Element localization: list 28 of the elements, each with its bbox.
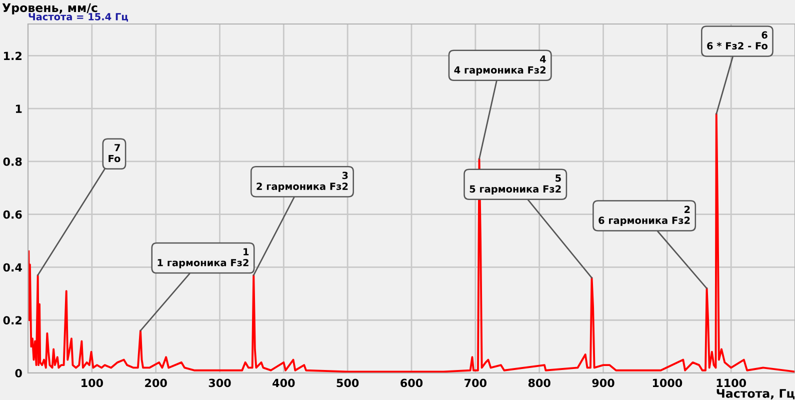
x-tick-label: 100 xyxy=(82,378,103,388)
x-tick-label: 1100 xyxy=(716,378,746,388)
y-tick-label: 0 xyxy=(15,368,22,378)
annotation: 2 6 гармоника Fз2 xyxy=(598,206,690,226)
x-tick-label: 700 xyxy=(464,378,486,388)
x-tick-label: 900 xyxy=(592,378,614,388)
y-axis-title: Уровень, мм/с xyxy=(2,3,98,14)
x-tick-label: 200 xyxy=(145,378,167,388)
text: Частота = 15.4 Гц xyxy=(28,13,128,22)
annotation: 1 1 гармоника Fз2 xyxy=(158,248,249,268)
annotation: 5 5 гармоника Fз2 xyxy=(470,174,561,194)
x-tick-label: 1000 xyxy=(652,378,682,388)
y-tick-label: 1 xyxy=(16,104,22,113)
y-tick-label: 1.2 xyxy=(4,52,22,60)
x-axis-title: Частота, Гц xyxy=(716,389,794,400)
y-tick-label: 0.8 xyxy=(3,157,22,166)
y-tick-label: 0.6 xyxy=(3,210,22,219)
annotation: 7 Fo xyxy=(108,144,120,162)
annotation: 3 2 гармоника Fз2 xyxy=(256,172,348,192)
y-tick-label: 0.4 xyxy=(3,263,22,272)
x-tick-label: 400 xyxy=(272,378,295,388)
x-tick-label: 500 xyxy=(336,378,359,388)
x-tick-label: 300 xyxy=(208,378,231,388)
x-tick-label: 600 xyxy=(400,378,423,388)
annotation: 6 6 * Fз2 - Fo xyxy=(707,31,768,50)
x-tick-label: 800 xyxy=(528,378,550,388)
annotation: 4 4 гармоника Fз2 xyxy=(454,56,546,76)
y-tick-label: 0.2 xyxy=(3,316,22,324)
